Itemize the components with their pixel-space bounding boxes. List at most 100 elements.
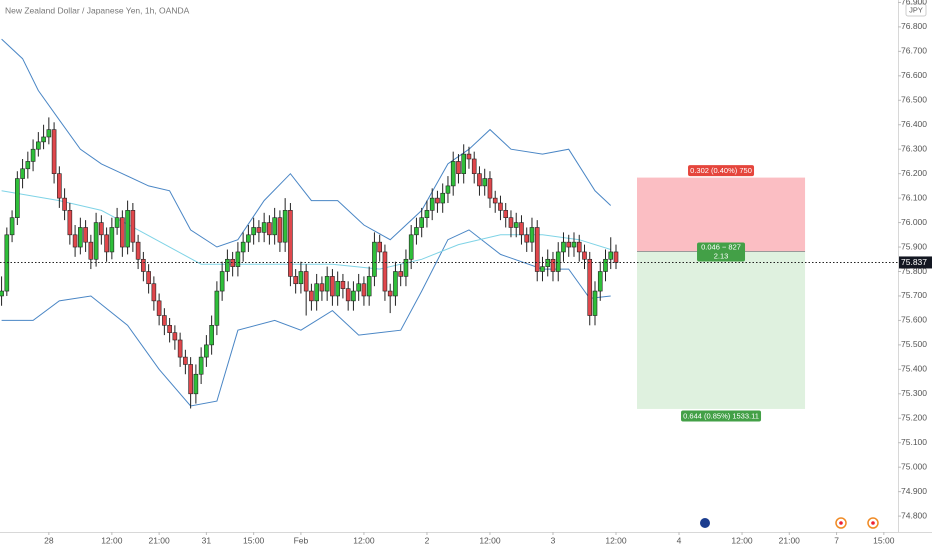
- candle-body: [498, 202, 503, 211]
- candle-body: [440, 192, 445, 204]
- candle-body: [330, 276, 335, 297]
- candle-body: [524, 234, 530, 243]
- candle-body: [576, 241, 582, 253]
- x-tick-label: 28: [44, 535, 54, 545]
- candle-body: [482, 178, 488, 187]
- candle-body: [298, 271, 304, 285]
- candle-body: [366, 276, 372, 297]
- stop-label: 0.302 (0.40%) 750: [690, 166, 752, 175]
- currency: JPY: [909, 5, 923, 14]
- candle-body: [162, 315, 167, 326]
- candle-body: [261, 222, 267, 233]
- y-tick-label: 76.300: [901, 143, 927, 153]
- candle-body: [456, 161, 461, 174]
- candle-body: [608, 251, 614, 260]
- candle-body: [372, 241, 377, 277]
- chart-title: New Zealand Dollar / Japanese Yen, 1h, O…: [5, 5, 190, 15]
- target-label: 0.644 (0.85%) 1533.11: [683, 411, 759, 420]
- candle-body: [130, 210, 136, 243]
- candle-body: [219, 271, 225, 292]
- candle-body: [235, 251, 241, 267]
- candle-body: [25, 161, 31, 170]
- candle-body: [146, 271, 151, 285]
- candle-body: [57, 173, 62, 199]
- candle-body: [540, 266, 545, 272]
- candle-body: [550, 258, 556, 272]
- candle-body: [240, 241, 246, 253]
- candle-body: [435, 197, 440, 204]
- candle-body: [67, 210, 73, 236]
- candle-body: [582, 251, 587, 260]
- candle-body: [403, 258, 409, 277]
- candle-body: [225, 258, 230, 272]
- candle-body: [477, 173, 482, 187]
- candle-body: [288, 210, 293, 277]
- x-tick-label: 21:00: [148, 535, 170, 545]
- y-tick-label: 76.700: [901, 46, 927, 56]
- y-tick-label: 76.500: [901, 95, 927, 105]
- last-price-label: 75.837: [901, 257, 927, 267]
- candle-body: [293, 276, 298, 285]
- candle-body: [151, 283, 157, 302]
- candle-body: [83, 227, 88, 243]
- candle-body: [120, 217, 125, 248]
- candle-body: [214, 290, 220, 326]
- y-tick-label: 75.400: [901, 364, 927, 374]
- candle-body: [135, 241, 141, 260]
- currency-box: [905, 3, 927, 17]
- candle-body: [356, 283, 361, 292]
- candle-body: [613, 251, 619, 263]
- x-tick-label: Feb: [294, 535, 309, 545]
- y-tick-label: 75.000: [901, 461, 927, 471]
- candle-body: [340, 280, 346, 289]
- ratio-label: 2.13: [714, 251, 729, 260]
- candle-body: [419, 217, 424, 228]
- candle-body: [597, 271, 603, 292]
- y-tick-label: 74.900: [901, 486, 927, 496]
- target-zone: [637, 251, 806, 409]
- y-tick-label: 76.000: [901, 217, 927, 227]
- event-dot: [871, 521, 875, 525]
- y-tick-label: 75.500: [901, 339, 927, 349]
- event-dot: [839, 521, 843, 525]
- entry-label: 0.046 − 827: [701, 242, 741, 251]
- candle-body: [20, 168, 25, 179]
- candle-body: [324, 276, 330, 292]
- candle-body: [377, 241, 382, 253]
- stop-label-box: [688, 165, 755, 177]
- entry-label-box: [697, 242, 746, 262]
- candle-body: [361, 283, 367, 297]
- candle-body: [204, 344, 209, 358]
- candle-body: [592, 290, 598, 316]
- y-tick-label: 75.600: [901, 315, 927, 325]
- candle-body: [125, 210, 130, 248]
- y-tick-label: 76.900: [901, 0, 927, 7]
- x-tick-label: 12:00: [353, 535, 375, 545]
- candle-body: [177, 339, 183, 358]
- candle-body: [335, 280, 340, 297]
- x-tick-label: 12:00: [731, 535, 753, 545]
- x-tick-label: 7: [834, 535, 839, 545]
- candle-body: [114, 217, 120, 228]
- indicator-line: [1, 229, 611, 407]
- candle-body: [309, 290, 314, 302]
- target-label-box: [681, 410, 762, 422]
- stop-zone: [637, 177, 806, 252]
- candle-body: [424, 210, 430, 218]
- x-tick-label: 15:00: [873, 535, 895, 545]
- candle-body: [429, 197, 435, 211]
- candle-body: [603, 258, 608, 272]
- candle-body: [508, 217, 514, 228]
- candle-body: [471, 158, 477, 174]
- candle-body: [398, 271, 403, 277]
- candle-body: [587, 258, 593, 316]
- candle-body: [529, 227, 535, 243]
- candle-body: [99, 222, 104, 236]
- candle-body: [487, 178, 493, 199]
- y-tick-label: 76.800: [901, 21, 927, 31]
- x-tick-label: 3: [551, 535, 556, 545]
- candle-body: [172, 332, 178, 341]
- x-tick-label: 31: [202, 535, 212, 545]
- x-tick-label: 4: [677, 535, 682, 545]
